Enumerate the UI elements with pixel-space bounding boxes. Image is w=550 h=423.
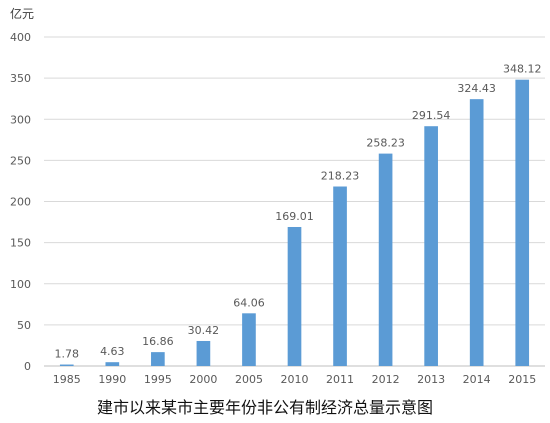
data-label: 258.23 [366,137,405,150]
bar [151,352,165,366]
y-tick-label: 400 [10,31,31,44]
gridlines [44,36,545,367]
bar [59,364,74,366]
bar [196,340,211,366]
x-tick-label: 1985 [53,373,81,386]
y-tick-label: 0 [24,360,31,373]
data-label: 16.86 [142,335,174,348]
x-tick-label: 2014 [463,373,491,386]
bar [287,226,302,366]
data-label: 4.63 [100,345,125,358]
x-tick-label: 2013 [417,373,445,386]
x-tick-label: 2010 [281,373,309,386]
x-tick-label: 1995 [144,373,172,386]
x-tick-label: 2011 [326,373,354,386]
x-tick-label: 1990 [98,373,126,386]
data-label: 64.06 [233,296,265,309]
bars [59,79,530,367]
y-tick-label: 150 [10,237,31,250]
y-tick-label: 300 [10,113,31,126]
y-tick-label: 100 [10,278,31,291]
bar [378,153,393,366]
y-tick-label: 200 [10,196,31,209]
data-label: 324.43 [457,82,496,95]
y-axis-ticks: 0 50 100 150 200 250 300 350 400 [10,31,31,373]
bar [105,362,120,366]
x-tick-label: 2012 [372,373,400,386]
data-label: 169.01 [275,210,314,223]
x-tick-label: 2005 [235,373,263,386]
y-tick-label: 250 [10,154,31,167]
bar [424,126,438,367]
data-label: 1.78 [55,348,80,361]
data-labels: 1.78 4.63 16.86 30.42 64.06 169.01 218.23 258.2… [55,63,542,361]
y-tick-label: 350 [10,72,31,85]
bar [515,79,530,367]
y-axis-unit-label: 亿元 [10,6,34,21]
bar [469,99,484,367]
x-axis-ticks: 1985 1990 1995 2000 2005 2010 2011 2012 2013 2014… [53,373,536,386]
data-label: 218.23 [321,170,360,183]
data-label: 348.12 [503,63,542,76]
bar [242,313,256,366]
x-tick-label: 2000 [189,373,217,386]
data-label: 30.42 [188,324,220,337]
chart-caption: 建市以来某市主要年份非公有制经济总量示意图 [96,398,433,417]
data-label: 291.54 [412,109,451,122]
x-tick-label: 2015 [508,373,536,386]
bar [333,186,347,366]
y-tick-label: 50 [17,319,31,332]
